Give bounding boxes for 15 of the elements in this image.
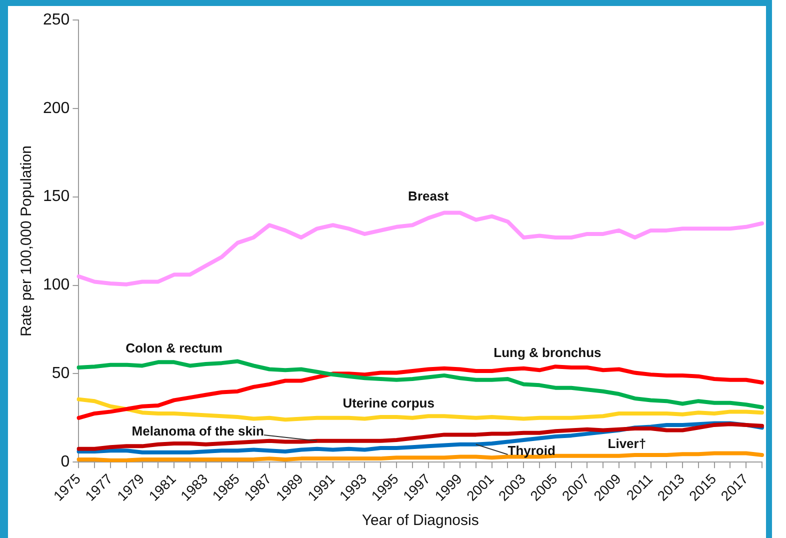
y-tick-label: 50	[52, 365, 70, 382]
y-tick-label: 100	[42, 276, 70, 294]
series-label: Melanoma of the skin	[132, 424, 264, 439]
series-label: Breast	[408, 188, 450, 204]
series-label: Liver†	[608, 436, 646, 451]
y-axis-title: Rate per 100,000 Population	[18, 146, 36, 337]
series-label: Thyroid	[508, 443, 556, 458]
y-tick-label: 0	[60, 454, 70, 471]
series-label: Lung & bronchus	[494, 344, 602, 360]
series-label: Colon & rectum	[126, 340, 222, 356]
x-axis-title: Year of Diagnosis	[362, 512, 479, 530]
y-tick-label: 250	[42, 11, 70, 28]
y-tick-label: 150	[42, 188, 70, 206]
y-tick-label: 200	[42, 100, 70, 117]
series-label: Uterine corpus	[342, 395, 434, 410]
